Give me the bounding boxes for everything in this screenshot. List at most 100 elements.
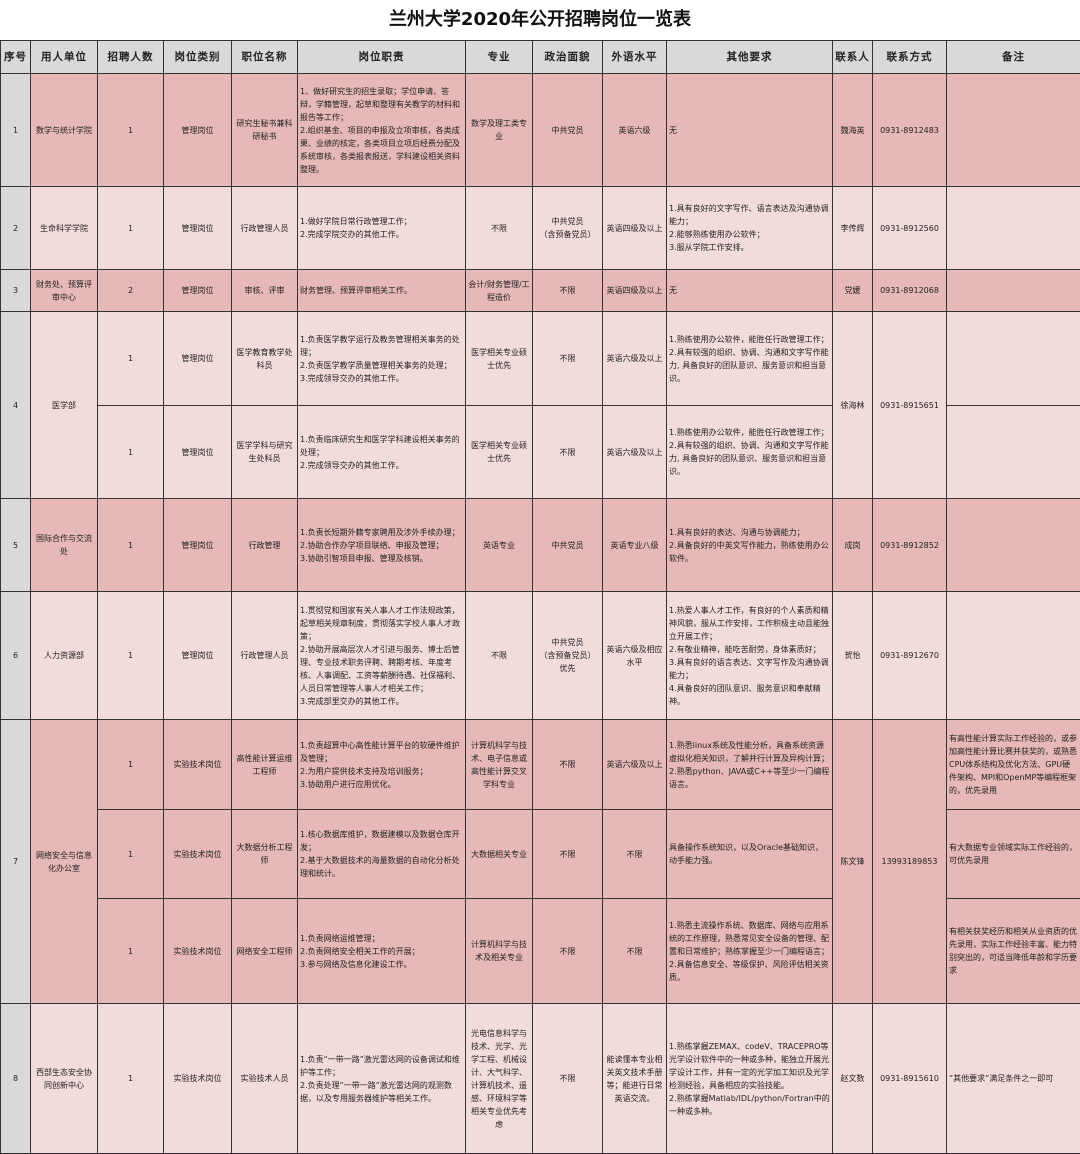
seq-cell: 1 [0, 73, 31, 187]
unit-cell: 医学部 [30, 311, 98, 499]
phone-cell: 13993189853 [872, 719, 947, 1004]
phone-cell: 0931-8912670 [872, 591, 947, 720]
other-requirements-cell: 无 [666, 269, 833, 312]
language-cell: 不限 [602, 809, 667, 899]
column-header: 岗位职责 [297, 40, 466, 74]
table-row: 1 数学与统计学院 1 管理岗位 研究生秘书兼科研秘书 1、做好研究生的招生录取；学位申请… [0, 73, 1080, 187]
politics-cell: 不限 [532, 269, 603, 312]
language-cell: 英语六级及以上 [602, 719, 667, 810]
duties-cell: 1.负责临床研究生和医学学科建设相关事务的处理； 2.完成领导交办的其他工作。 [297, 405, 466, 499]
phone-cell: 0931-8912852 [872, 498, 947, 592]
other-requirements-cell: 1.熟练使用办公软件，能胜任行政管理工作； 2.具有较强的组织、协调、沟通和文字… [666, 405, 833, 499]
language-cell: 能读懂本专业相关英文技术手册等；能进行日常英语交流。 [602, 1003, 667, 1154]
other-requirements-cell: 1.具有良好的表达、沟通与协调能力； 2.具备良好的中英文写作能力，熟练使用办公… [666, 498, 833, 592]
duties-cell: 1.核心数据库维护，数据建模以及数据仓库开发； 2.基于大数据技术的海量数据的自… [297, 809, 466, 899]
unit-cell: 国际合作与交流处 [30, 498, 98, 592]
contact-cell: 赵文数 [832, 1003, 873, 1154]
language-cell: 英语四级及以上 [602, 269, 667, 312]
duties-cell: 1.负责网络运维管理； 2.负责网络安全相关工作的开展； 3.参与网络及信息化建… [297, 898, 466, 1004]
contact-cell: 党媛 [832, 269, 873, 312]
header-row: 序号 用人单位 招聘人数 岗位类别 职位名称 岗位职责 专业 政治面貌 外语水平 其他要求 联系人联… [0, 40, 1080, 74]
language-cell: 英语六级及以上 [602, 405, 667, 499]
seq-cell: 2 [0, 186, 31, 270]
other-requirements-cell: 1.熟悉主流操作系统、数据库、网络与应用系统的工作原理，熟悉常见安全设备的管理、… [666, 898, 833, 1004]
language-cell: 英语六级及相应水平 [602, 591, 667, 720]
category-cell: 管理岗位 [163, 498, 232, 592]
seq-cell: 6 [0, 591, 31, 720]
title-cell: 网络安全工程师 [231, 898, 298, 1004]
other-requirements-cell: 具备操作系统知识，以及Oracle基础知识，动手能力强。 [666, 809, 833, 899]
politics-cell: 不限 [532, 898, 603, 1004]
title-cell: 审核、评审 [231, 269, 298, 312]
remarks-cell [946, 591, 1080, 720]
phone-cell: 0931-8912068 [872, 269, 947, 312]
category-cell: 实验技术岗位 [163, 719, 232, 810]
other-requirements-cell: 无 [666, 73, 833, 187]
count-cell: 1 [97, 591, 164, 720]
category-cell: 实验技术岗位 [163, 809, 232, 899]
major-cell: 光电信息科学与技术、光学、光学工程、机械设计、大气科学、计算机技术、遥感、环境科… [465, 1003, 533, 1154]
table-row: 1 实验技术岗位 网络安全工程师 1.负责网络运维管理； 2.负责网络安全相关工作的开… [1, 898, 1080, 1004]
count-cell: 1 [97, 73, 164, 187]
column-header: 用人单位 [30, 40, 98, 74]
table-row: 4 医学部 1 管理岗位 医学教育教学处科员 1.负责医学教学运行及教务管理相关事务的处理… [0, 311, 1080, 499]
politics-cell: 中共党员 [532, 498, 603, 592]
title-cell: 医学教育教学处科员 [231, 311, 298, 406]
title-cell: 实验技术人员 [231, 1003, 298, 1154]
contact-cell: 成岗 [832, 498, 873, 592]
other-requirements-cell: 1.具有良好的文字写作、语言表达及沟通协调能力； 2.能够熟练使用办公软件； 3… [666, 186, 833, 270]
table-row: 1 管理岗位 医学学科与研究生处科员 1.负责临床研究生和医学学科建设相关事务的处理；… [1, 405, 1080, 499]
duties-cell: 1.贯彻党和国家有关人事人才工作法规政策，起草相关规章制度，贯彻落实学校人事人才… [297, 591, 466, 720]
title-cell: 医学学科与研究生处科员 [231, 405, 298, 499]
major-cell: 会计/财务管理/工程造价 [465, 269, 533, 312]
column-header: 联系人 [832, 40, 873, 74]
title-cell: 大数据分析工程师 [231, 809, 298, 899]
politics-cell: 不限 [532, 719, 603, 810]
category-cell: 实验技术岗位 [163, 898, 232, 1004]
category-cell: 管理岗位 [163, 269, 232, 312]
other-requirements-cell: 1.熟练掌握ZEMAX、codeV、TRACEPRO等光学设计软件中的一种或多种… [666, 1003, 833, 1154]
remarks-cell [946, 186, 1080, 270]
language-cell: 英语专业八级 [602, 498, 667, 592]
category-cell: 管理岗位 [163, 405, 232, 499]
seq-cell: 3 [0, 269, 31, 312]
unit-cell: 西部生态安全协同创新中心 [30, 1003, 98, 1154]
category-cell: 管理岗位 [163, 186, 232, 270]
column-header: 备注 [946, 40, 1080, 74]
major-cell: 英语专业 [465, 498, 533, 592]
unit-cell: 数学与统计学院 [30, 73, 98, 187]
phone-cell: 0931-8915651 [872, 311, 947, 499]
column-header: 专业 [465, 40, 533, 74]
language-cell: 不限 [602, 898, 667, 1004]
seq-cell: 5 [0, 498, 31, 592]
major-cell: 计算机科学与技术、电子信息或高性能计算交叉学科专业 [465, 719, 533, 810]
column-header: 政治面貌 [532, 40, 603, 74]
title-cell: 行政管理人员 [231, 591, 298, 720]
remarks-cell [946, 73, 1080, 187]
column-header: 其他要求 [666, 40, 833, 74]
unit-cell: 财务处、预算评审中心 [30, 269, 98, 312]
count-cell: 1 [97, 809, 164, 899]
language-cell: 英语四级及以上 [602, 186, 667, 270]
contact-cell: 陈文锋 [832, 719, 873, 1004]
category-cell: 实验技术岗位 [163, 1003, 232, 1154]
table-row: 5 国际合作与交流处 1 管理岗位 行政管理 1.负责长短期外籍专家聘用及涉外手续办理； … [0, 498, 1080, 592]
politics-cell: 中共党员 （含预备党员） 优先 [532, 591, 603, 720]
major-cell: 数学及理工类专业 [465, 73, 533, 187]
title-cell: 研究生秘书兼科研秘书 [231, 73, 298, 187]
count-cell: 1 [97, 311, 164, 406]
phone-cell: 0931-8912560 [872, 186, 947, 270]
contact-cell: 贺怡 [832, 591, 873, 720]
count-cell: 1 [97, 498, 164, 592]
major-cell: 不限 [465, 591, 533, 720]
table-row: 6 人力资源部 1 管理岗位 行政管理人员 1.贯彻党和国家有关人事人才工作法规政策，起草… [0, 591, 1080, 720]
other-requirements-cell: 1.热爱人事人才工作，有良好的个人素质和精神风貌，服从工作安排，工作积极主动且能… [666, 591, 833, 720]
duties-cell: 1、做好研究生的招生录取；学位申请、答辩，学籍管理，起草和整理有关教学的材料和报… [297, 73, 466, 187]
remarks-cell: 有高性能计算实际工作经验的，或参加高性能计算比赛并获奖的，或熟悉CPU体系结构及… [946, 719, 1080, 810]
phone-cell: 0931-8912483 [872, 73, 947, 187]
seq-cell: 8 [0, 1003, 31, 1154]
politics-cell: 中共党员 [532, 73, 603, 187]
major-cell: 计算机科学与技术及相关专业 [465, 898, 533, 1004]
count-cell: 1 [97, 719, 164, 810]
recruitment-table: 序号 用人单位 招聘人数 岗位类别 职位名称 岗位职责 专业 政治面貌 外语水平 其他要求 联系人联… [0, 40, 1080, 1154]
